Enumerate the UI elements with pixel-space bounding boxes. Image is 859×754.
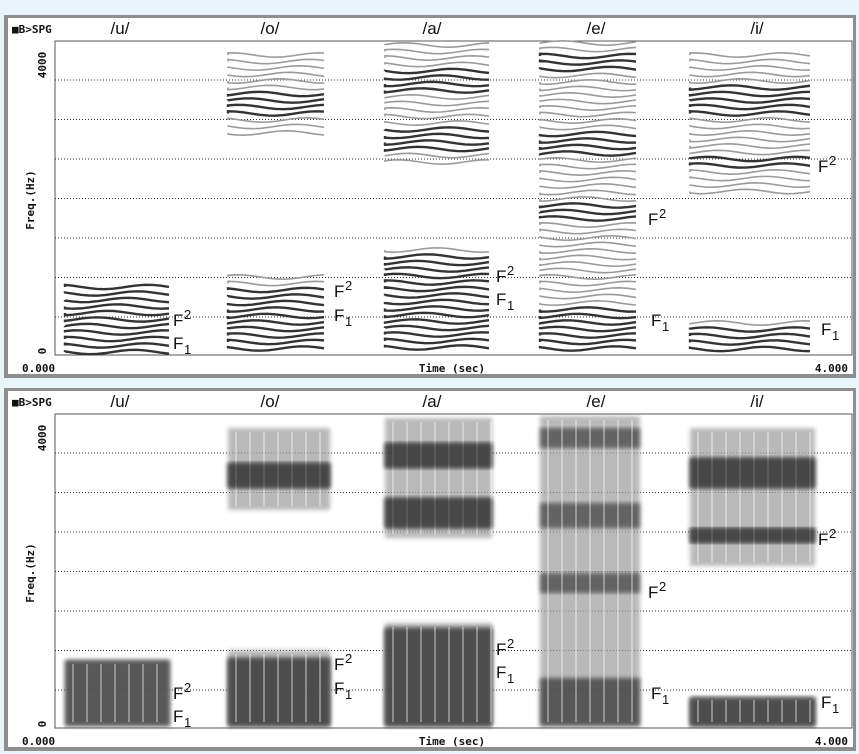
energy-band [385, 443, 492, 468]
formant-letter: F [821, 320, 831, 339]
formant-letter: F [334, 655, 344, 674]
formant-index: 1 [184, 342, 191, 357]
formant-index: 1 [184, 715, 191, 730]
vowel-label: /e/ [587, 19, 606, 38]
formant-letter: F [173, 311, 183, 330]
formant-index: 1 [662, 319, 669, 334]
formant-letter: F [818, 157, 828, 176]
vowel-label: /u/ [111, 392, 130, 411]
y-top-label: 4000 [36, 52, 49, 79]
energy-band [690, 458, 815, 488]
x-axis-label: Time (sec) [419, 362, 485, 375]
formant-letter: F [496, 640, 506, 659]
formant-index: 2 [829, 526, 836, 541]
energy-band [385, 628, 492, 726]
formant-index: 1 [507, 671, 514, 686]
panel-header: ■B>SPG [12, 396, 52, 409]
formant-index: 2 [659, 206, 666, 221]
x-start-label: 0.000 [22, 362, 55, 375]
panel-header: ■B>SPG [12, 23, 52, 36]
formant-index: 2 [507, 263, 514, 278]
formant-letter: F [173, 334, 183, 353]
formant-letter: F [648, 583, 658, 602]
formant-index: 1 [662, 692, 669, 707]
formant-index: 2 [345, 278, 352, 293]
formant-letter: F [173, 684, 183, 703]
formant-index: 1 [832, 328, 839, 343]
energy-band [65, 660, 170, 726]
formant-letter: F [651, 311, 661, 330]
vowel-label: /u/ [111, 19, 130, 38]
formant-index: 2 [829, 153, 836, 168]
vowel-label: /o/ [261, 19, 280, 38]
formant-letter: F [496, 267, 506, 286]
energy-band [228, 463, 330, 488]
spectrogram-panel: ■B>SPG/u/ /o/ /a/ /e/ /i/4000 0 Freq.(Hz) 0.000… [4, 15, 856, 378]
formant-index: 2 [659, 579, 666, 594]
vowel-label: /o/ [261, 392, 280, 411]
x-start-label: 0.000 [22, 735, 55, 748]
formant-letter: F [496, 663, 506, 682]
formant-index: 2 [184, 680, 191, 695]
x-end-label: 4.000 [815, 735, 848, 748]
energy-band [385, 498, 492, 528]
formant-index: 1 [345, 314, 352, 329]
vowel-label: /i/ [750, 19, 764, 38]
formant-letter: F [334, 306, 344, 325]
y-axis-label: Freq.(Hz) [24, 170, 37, 230]
formant-index: 1 [345, 687, 352, 702]
formant-index: 2 [184, 307, 191, 322]
vowel-label: /a/ [423, 19, 442, 38]
y-bottom-label: 0 [36, 721, 49, 728]
energy-band [690, 528, 815, 543]
vowel-label: /i/ [750, 392, 764, 411]
formant-letter: F [651, 684, 661, 703]
formant-letter: F [648, 210, 658, 229]
x-end-label: 4.000 [815, 362, 848, 375]
formant-index: 2 [507, 636, 514, 651]
spectrogram-panel: ■B>SPG/u/ /o/ /a/ /e/ /i/4000 0 Freq.(Hz) 0.000… [4, 388, 856, 751]
formant-letter: F [173, 707, 183, 726]
formant-letter: F [821, 693, 831, 712]
formant-letter: F [818, 530, 828, 549]
vowel-label: /a/ [423, 392, 442, 411]
x-axis-label: Time (sec) [419, 735, 485, 748]
formant-index: 1 [832, 701, 839, 716]
y-top-label: 4000 [36, 425, 49, 452]
spectrogram-figure: ■B>SPG/u/ /o/ /a/ /e/ /i/4000 0 Freq.(Hz) 0.000… [0, 0, 859, 754]
formant-index: 2 [345, 651, 352, 666]
vowel-label: /e/ [587, 392, 606, 411]
formant-letter: F [334, 679, 344, 698]
y-axis-label: Freq.(Hz) [24, 543, 37, 603]
formant-letter: F [334, 282, 344, 301]
y-bottom-label: 0 [36, 348, 49, 355]
formant-letter: F [496, 290, 506, 309]
formant-index: 1 [507, 298, 514, 313]
